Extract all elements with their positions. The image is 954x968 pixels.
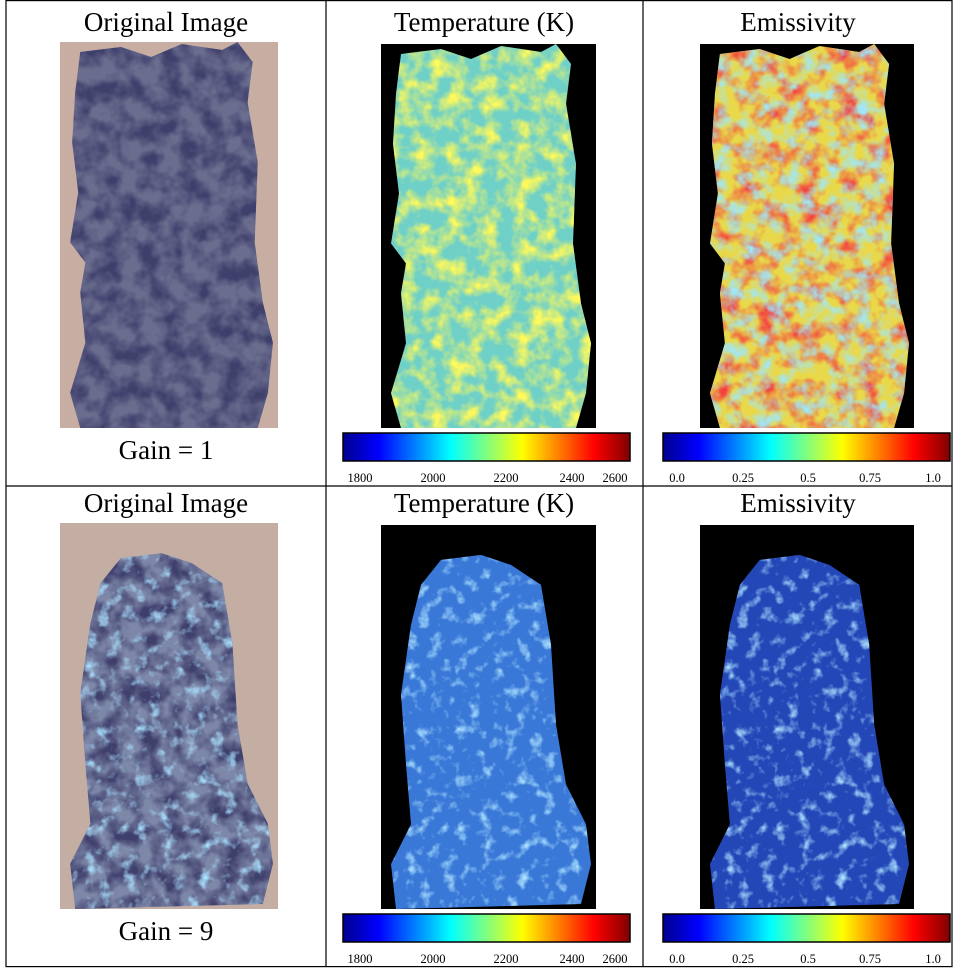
panel-title: Original Image [84,488,248,518]
panel-title: Emissivity [740,7,856,37]
heat-map [381,525,596,909]
panel-title: Temperature (K) [394,488,574,518]
colorbar-tick-label: 0.25 [732,471,754,485]
colorbar-tick-label: 0.5 [800,471,816,485]
colorbar-tick-label: 0.5 [800,952,816,966]
colorbar-tick-label: 1.0 [925,952,941,966]
colorbar-tick-label: 2200 [494,952,519,966]
colorbar-tick-label: 0.0 [669,471,685,485]
figure: Original Image Gain = 1 Temperature (K) 180… [0,0,954,968]
colorbar-tick-label: 2400 [560,952,585,966]
panel: Original Image Gain = 9 [60,488,278,946]
colorbar [663,433,950,461]
panel: Temperature (K) 1800 2000 2200 2400 2600 [343,7,630,485]
panel: Temperature (K) 1800 2000 2200 2400 2600 [343,488,630,966]
panel: Emissivity 0.0 0.25 0.5 0.75 1.0 [663,7,950,485]
specimen-texture [381,44,596,428]
photo [60,42,278,428]
colorbar-tick-label: 1800 [348,952,373,966]
specimen-texture [60,42,278,428]
page: Original Image Gain = 1 Temperature (K) 180… [0,0,954,968]
colorbar [343,914,630,942]
colorbar-tick-label: 0.25 [732,952,754,966]
colorbar-tick-label: 0.0 [669,952,685,966]
panel: Emissivity 0.0 0.25 0.5 0.75 1.0 [663,488,950,966]
heat-map [381,44,596,428]
photo [60,523,278,909]
heat-map [700,44,914,428]
colorbar [343,433,630,461]
colorbar-tick-label: 2600 [603,471,628,485]
colorbar-tick-label: 2200 [494,471,519,485]
panel: Original Image Gain = 1 [60,7,278,465]
specimen [60,42,278,428]
specimen [700,44,914,428]
panel-title: Emissivity [740,488,856,518]
caption: Gain = 9 [119,916,214,946]
heat-map [700,525,914,909]
specimen-texture [700,44,914,428]
colorbar-tick-label: 1800 [348,471,373,485]
specimen [381,44,596,428]
colorbar-tick-label: 2600 [603,952,628,966]
colorbar [663,914,950,942]
colorbar-tick-label: 0.75 [859,952,881,966]
colorbar-tick-label: 1.0 [925,471,941,485]
caption: Gain = 1 [119,435,214,465]
panel-title: Original Image [84,7,248,37]
colorbar-tick-label: 2400 [560,471,585,485]
colorbar-tick-label: 0.75 [859,471,881,485]
colorbar-tick-label: 2000 [421,471,446,485]
panel-title: Temperature (K) [394,7,574,37]
colorbar-tick-label: 2000 [421,952,446,966]
